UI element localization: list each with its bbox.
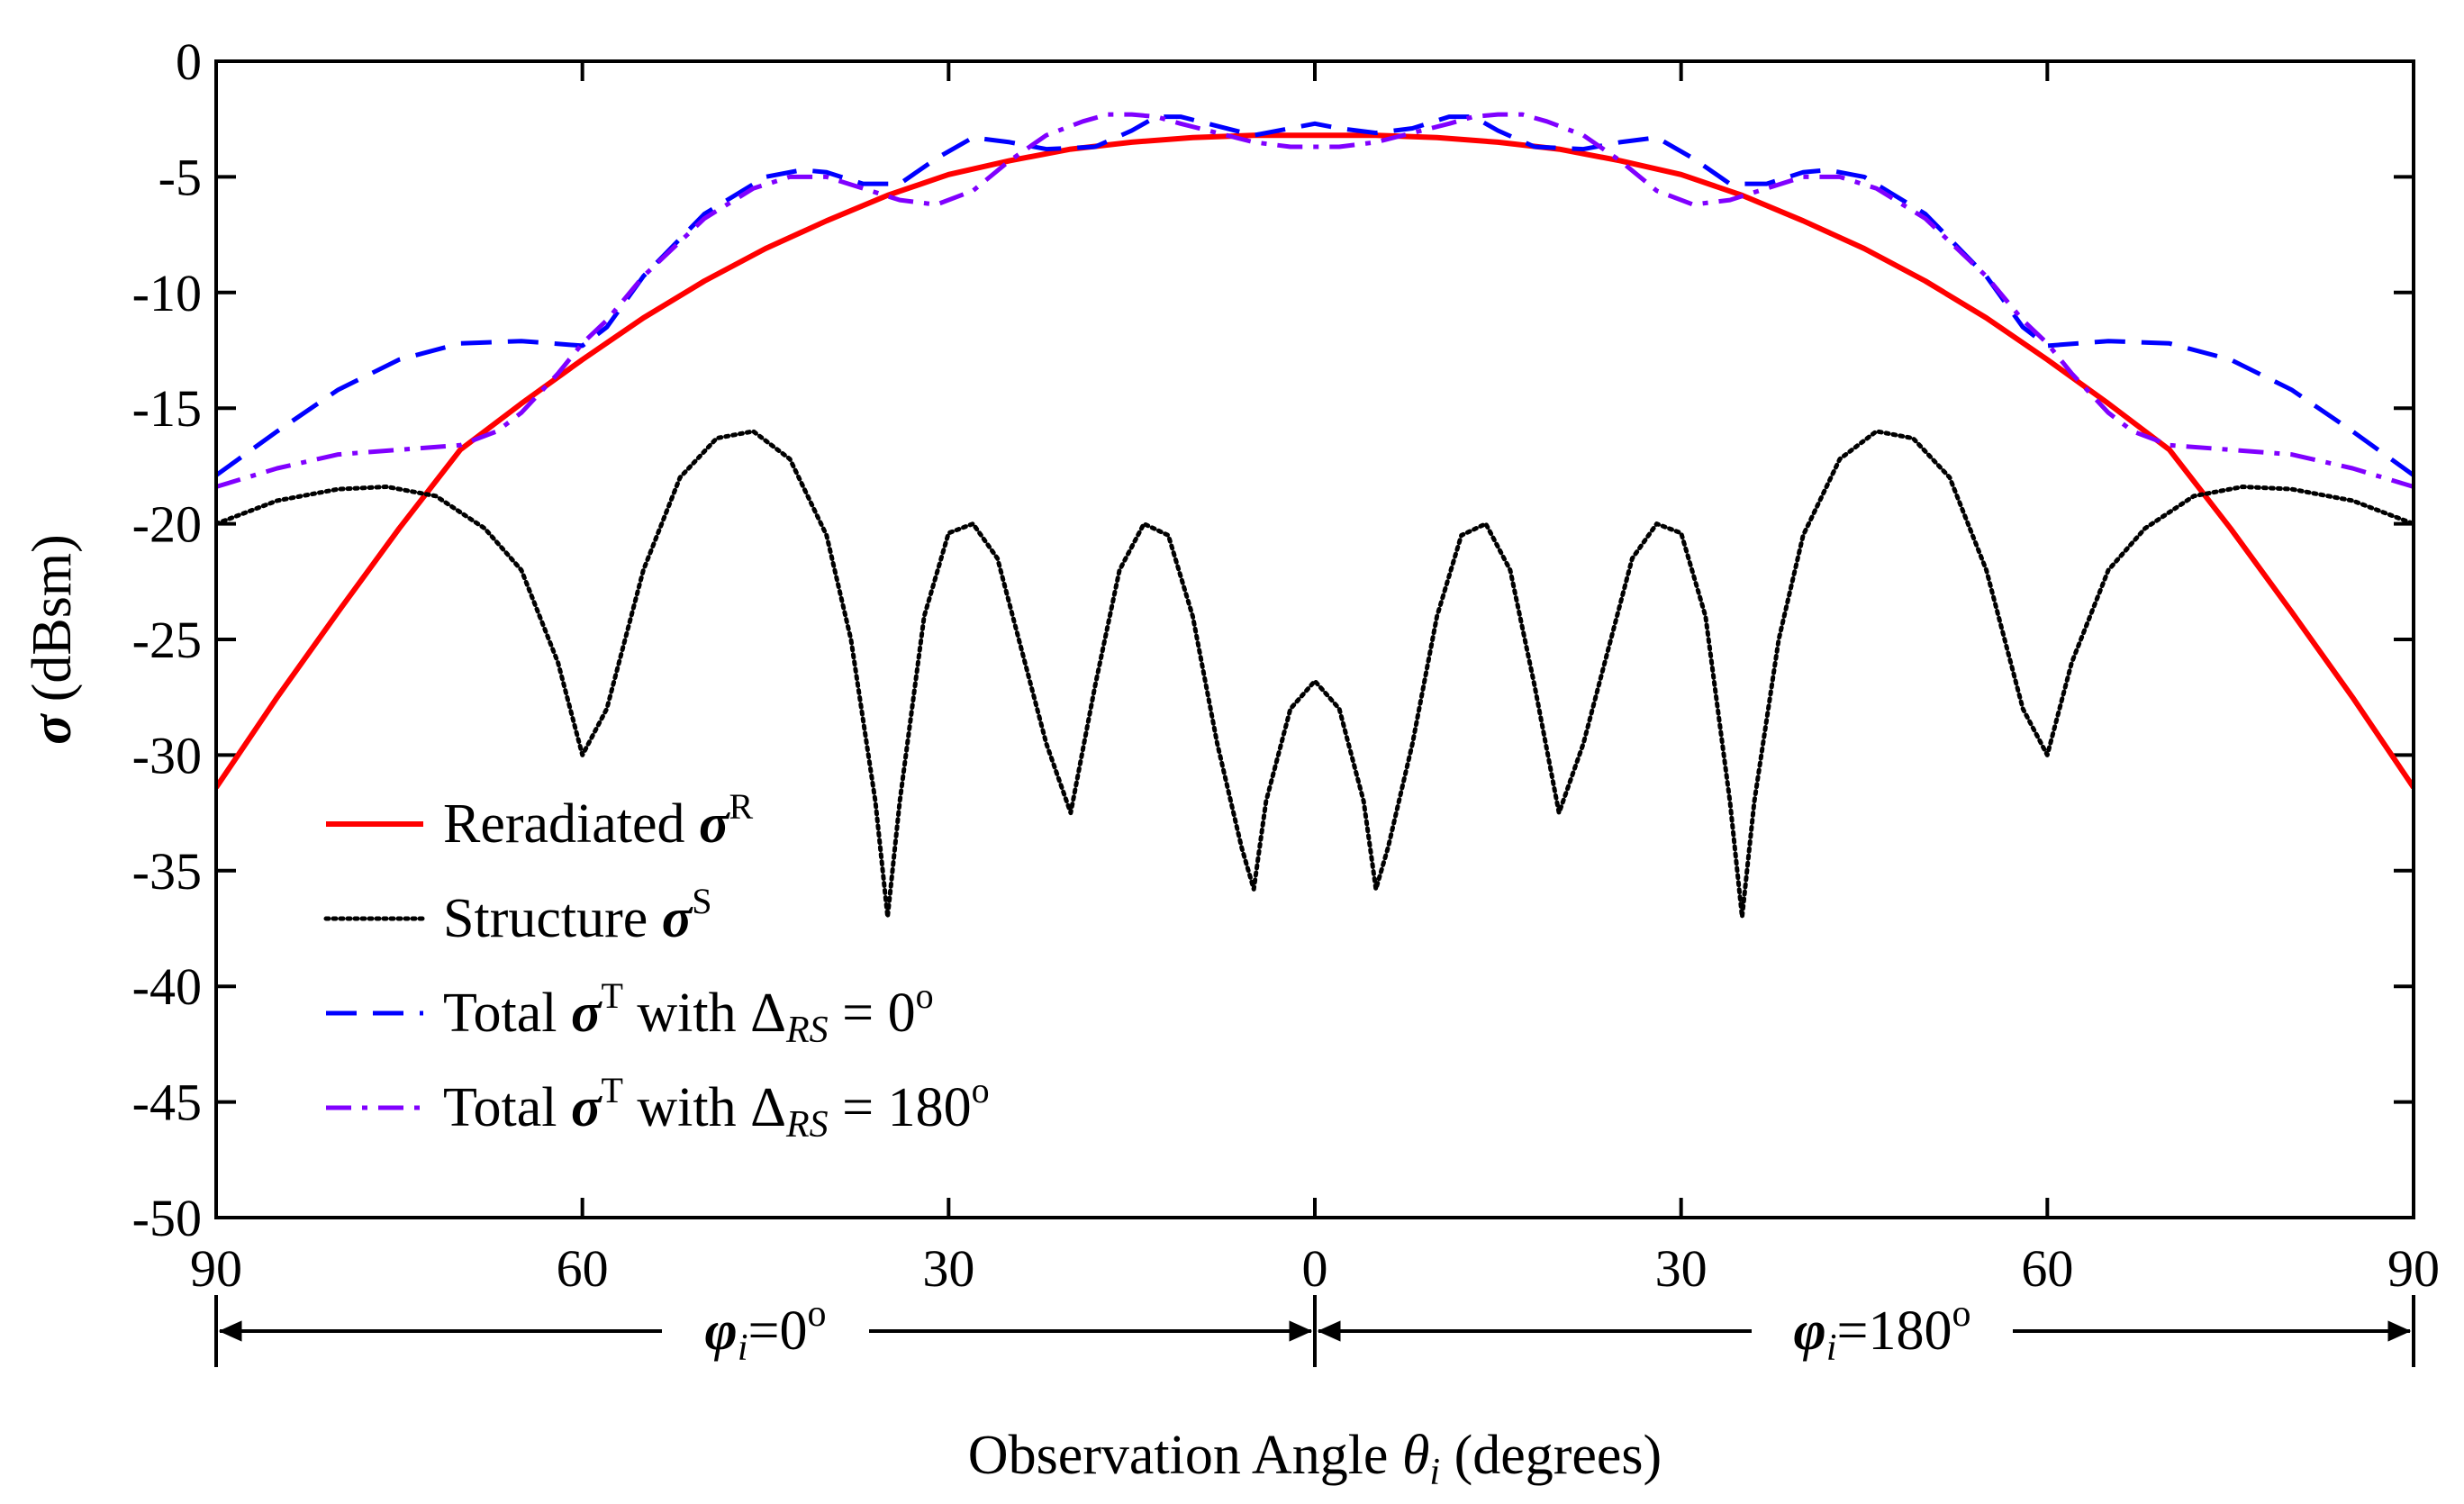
y-tick-label: -40	[132, 957, 202, 1016]
legend-sup: T	[601, 1070, 622, 1110]
series-line-0	[216, 132, 2414, 790]
legend-tail: = 0	[829, 983, 916, 1044]
x-axis-label-symbol: θ	[1402, 1425, 1429, 1486]
y-tick-label: -10	[132, 264, 202, 322]
legend-text: Reradiated	[443, 793, 699, 855]
y-tick-label: -25	[132, 611, 202, 669]
region-sup: o	[807, 1293, 826, 1335]
x-axis-label-sub: i	[1429, 1452, 1440, 1493]
y-axis-label: σ (dBsm)	[22, 534, 83, 744]
y-tick-label: -35	[132, 842, 202, 901]
region-label-phi0: φi=0o	[705, 1293, 827, 1369]
y-tick-label: -20	[132, 495, 202, 554]
legend-label-0: Reradiated σR	[443, 786, 753, 855]
x-axis-label-prefix: Observation Angle	[968, 1425, 1402, 1486]
plot-frame	[214, 59, 2415, 1219]
region-symbol: φ	[705, 1300, 738, 1362]
region-label-phi180: φi=180o	[1794, 1293, 1971, 1369]
legend-symbol: σ	[699, 793, 730, 855]
legend-text: Total	[443, 983, 571, 1044]
legend-symbol: σ	[571, 983, 602, 1044]
y-tick-label: -30	[132, 726, 202, 784]
y-tick-label: -5	[159, 148, 202, 206]
y-axis-ticks: 0 -5 -10 -15 -20 -25 -30 -35 -40 -45 -50	[132, 32, 2414, 1247]
legend-sup: R	[729, 786, 753, 827]
y-tick-label: 0	[176, 32, 202, 91]
x-axis-ticks: 90 60 30 0 30 60 90	[190, 61, 2440, 1298]
region-value: =180	[1836, 1300, 1952, 1362]
legend-sub: RS	[785, 1010, 829, 1051]
region-value: =0	[747, 1300, 807, 1362]
x-tick-label: 60	[557, 1239, 609, 1298]
legend-tail-sup: o	[972, 1070, 990, 1110]
x-tick-label: 0	[1302, 1239, 1328, 1298]
legend-tail-sup: o	[916, 975, 934, 1016]
x-tick-label: 60	[2021, 1239, 2073, 1298]
region-sup: o	[1952, 1293, 1970, 1335]
x-tick-label: 30	[922, 1239, 974, 1298]
legend-label-1: Structure σS	[443, 881, 711, 949]
legend-text: Structure	[443, 888, 662, 949]
x-tick-label: 30	[1655, 1239, 1708, 1298]
region-sub: i	[1826, 1327, 1837, 1369]
legend-sub: RS	[785, 1104, 829, 1146]
y-axis-label-symbol: σ	[22, 713, 83, 745]
legend-rest: with Δ	[623, 1077, 786, 1138]
x-tick-label: 90	[2387, 1239, 2440, 1298]
series-line-3	[216, 112, 2414, 489]
region-symbol: φ	[1794, 1300, 1826, 1362]
series-line-2	[216, 114, 2414, 477]
legend-symbol: σ	[571, 1077, 602, 1138]
region-annotations: φi=0o φi=180o	[214, 1293, 2415, 1369]
legend-tail: = 180	[829, 1077, 972, 1138]
y-tick-label: -15	[132, 379, 202, 438]
series-line-1	[216, 429, 2414, 920]
legend-sup: S	[692, 881, 711, 921]
legend-label-3: Total σT with ΔRS = 180o	[443, 1070, 990, 1146]
legend-sup: T	[601, 975, 622, 1016]
x-axis-label: Observation Angle θi (degrees)	[968, 1425, 1662, 1493]
x-tick-label: 90	[190, 1239, 242, 1298]
legend-rest: with Δ	[623, 983, 786, 1044]
x-axis-label-suffix: (degrees)	[1440, 1425, 1662, 1486]
series-group	[216, 112, 2414, 920]
legend-symbol: σ	[662, 888, 693, 949]
y-tick-label: -45	[132, 1074, 202, 1132]
legend-text: Total	[443, 1077, 571, 1138]
legend-label-2: Total σT with ΔRS = 0o	[443, 975, 934, 1051]
y-tick-label: -50	[132, 1189, 202, 1247]
region-sub: i	[738, 1327, 748, 1369]
y-axis-label-unit: (dBsm)	[22, 534, 83, 702]
